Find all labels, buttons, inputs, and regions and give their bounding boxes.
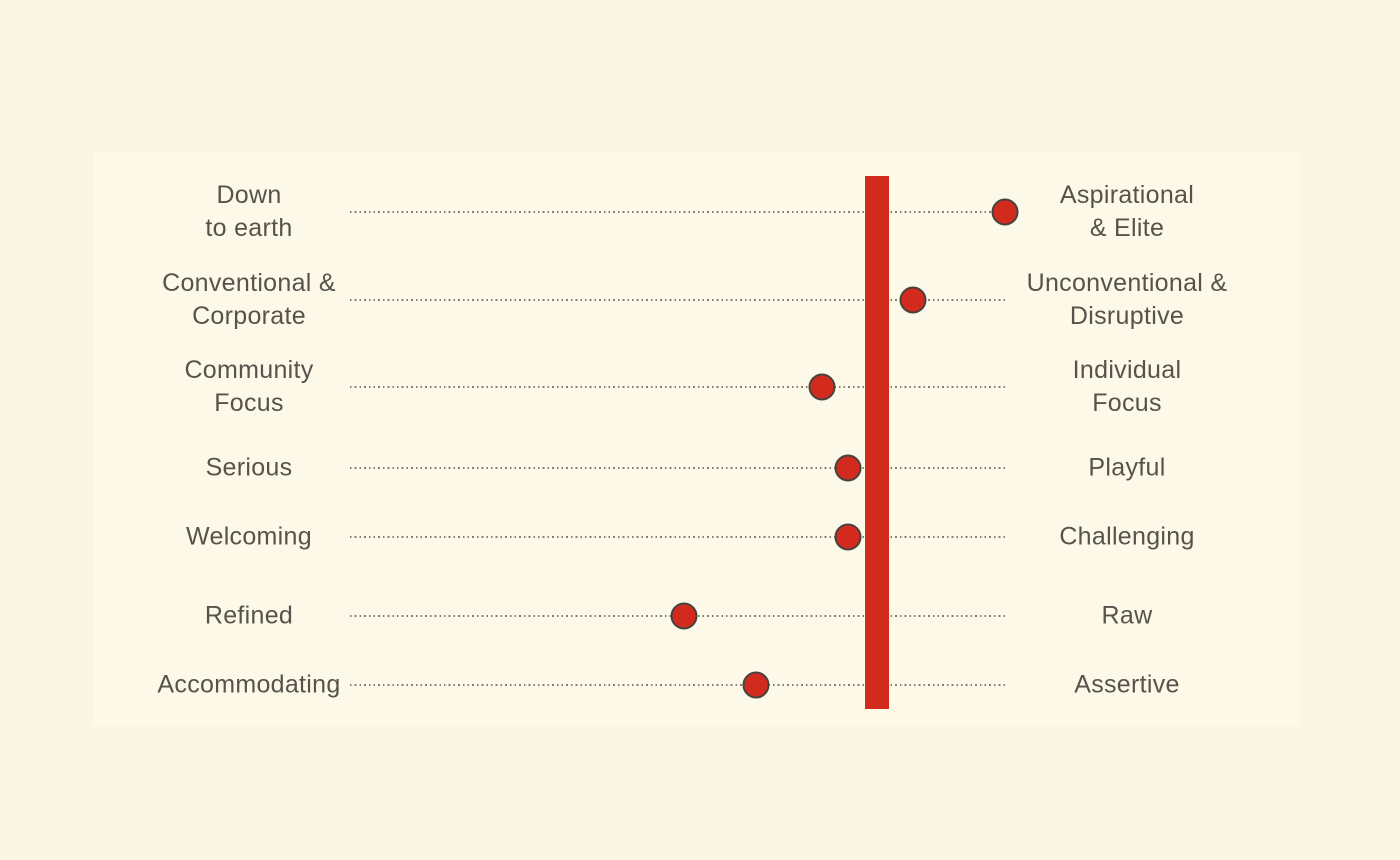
left-pole-label: Community Focus bbox=[184, 356, 314, 417]
left-pole-label: Serious bbox=[205, 453, 293, 482]
dotted-axis-line bbox=[350, 386, 1006, 388]
spectrum-dot bbox=[742, 671, 770, 699]
dotted-axis-line bbox=[350, 211, 1006, 213]
threshold-bar bbox=[865, 176, 889, 709]
left-pole-label: Welcoming bbox=[186, 522, 312, 551]
right-pole-label: Playful bbox=[1088, 453, 1166, 482]
left-pole-label: Conventional & Corporate bbox=[162, 269, 336, 330]
dotted-axis-line bbox=[350, 299, 1006, 301]
spectrum-dot bbox=[834, 523, 862, 551]
left-pole-label: Refined bbox=[204, 601, 294, 630]
right-pole-label: Individual Focus bbox=[1072, 356, 1182, 417]
right-pole-label: Assertive bbox=[1074, 670, 1180, 699]
spectrum-dot bbox=[834, 454, 862, 482]
right-pole-label: Raw bbox=[1101, 601, 1153, 630]
right-pole-label: Aspirational & Elite bbox=[1059, 181, 1195, 242]
dotted-axis-line bbox=[350, 536, 1006, 538]
spectrum-dot bbox=[670, 602, 698, 630]
spectrum-dot bbox=[808, 373, 836, 401]
dotted-axis-line bbox=[350, 684, 1006, 686]
spectrum-dot bbox=[899, 286, 927, 314]
spectrum-dot bbox=[991, 198, 1019, 226]
chart-panel-background bbox=[94, 152, 1299, 726]
dotted-axis-line bbox=[350, 467, 1006, 469]
right-pole-label: Challenging bbox=[1059, 522, 1195, 551]
left-pole-label: Accommodating bbox=[157, 670, 341, 699]
left-pole-label: Down to earth bbox=[205, 181, 293, 242]
right-pole-label: Unconventional & Disruptive bbox=[1026, 269, 1228, 330]
